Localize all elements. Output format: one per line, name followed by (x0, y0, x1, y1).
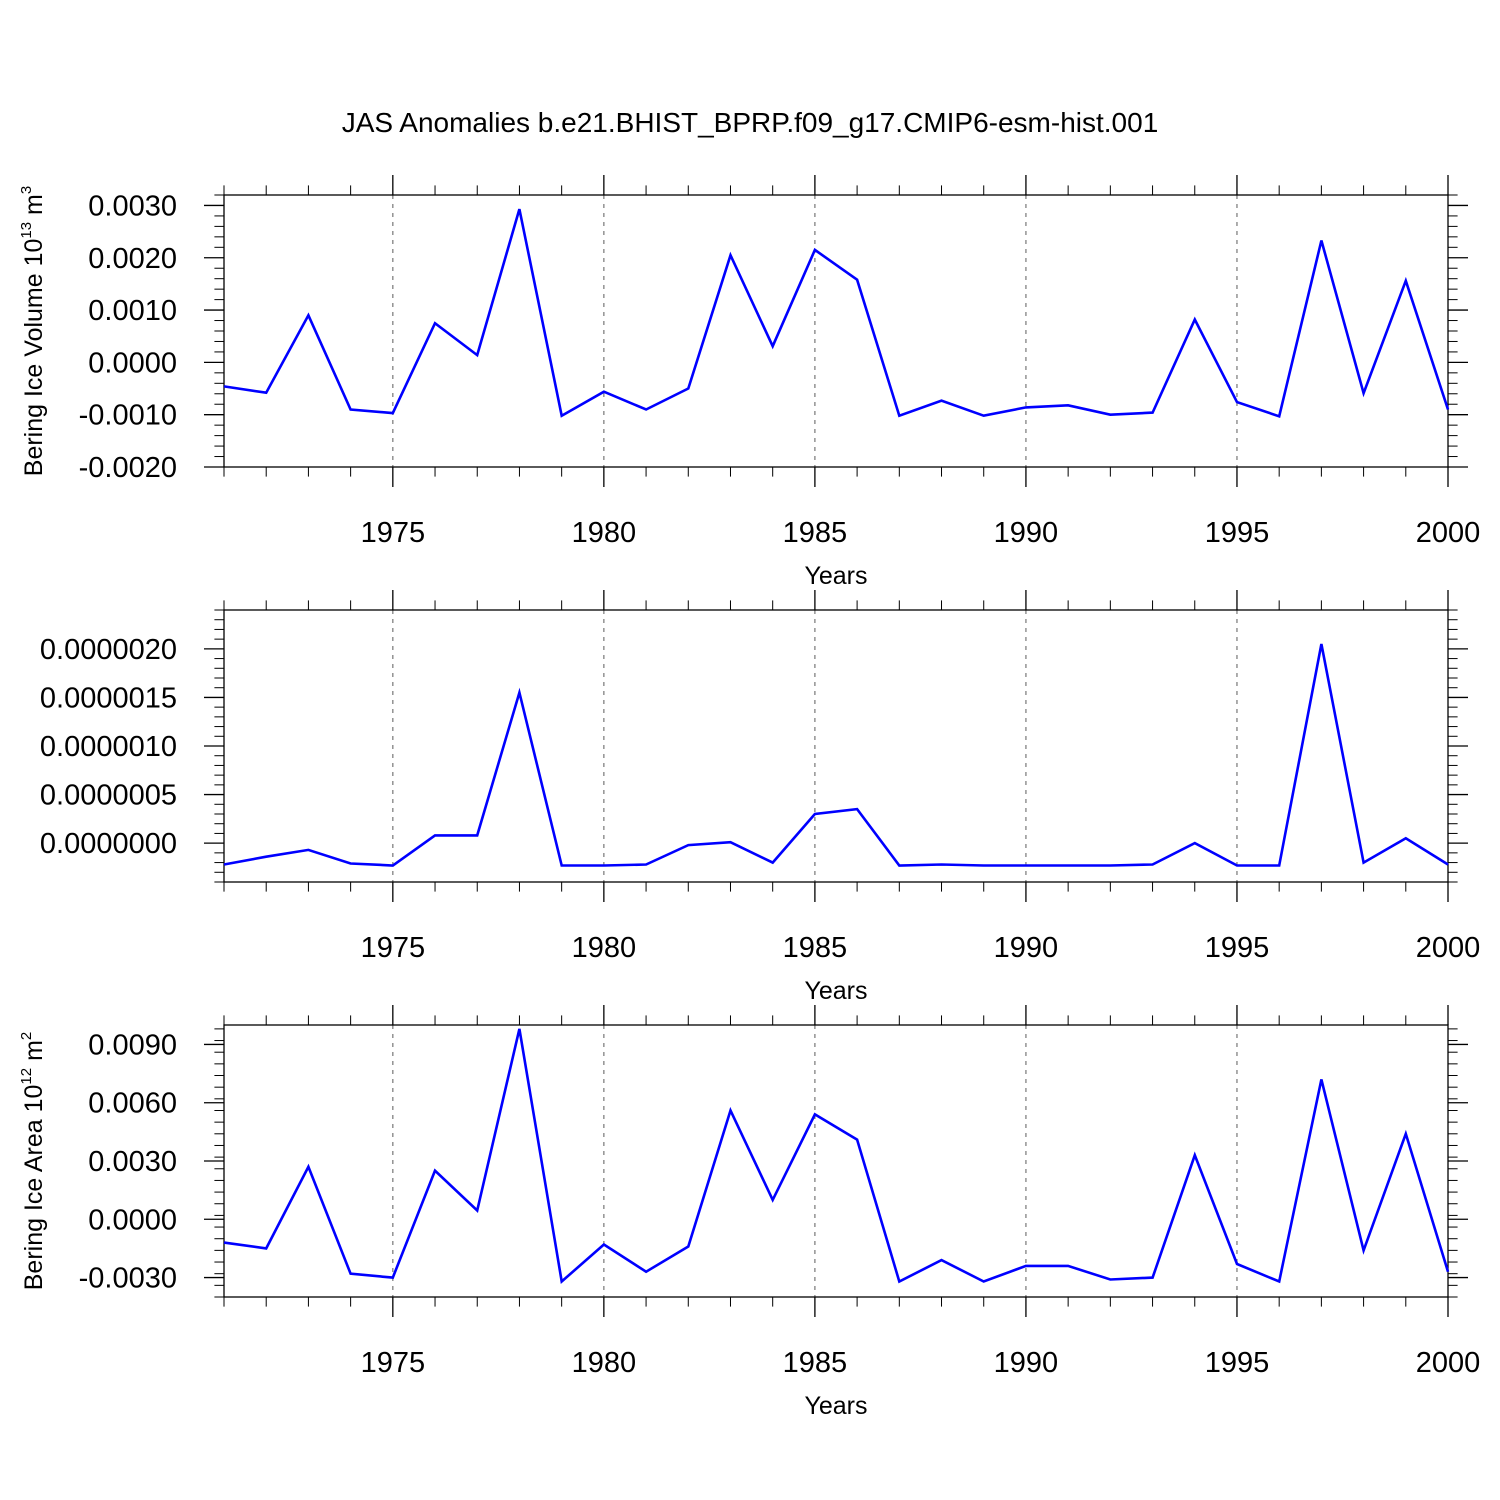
y-axis-label: Bering Ice Area 1012 m2 (18, 1032, 48, 1291)
x-tick-label: 1995 (1205, 932, 1270, 964)
series-line (223, 1028, 1450, 1285)
chart-panel-3: -0.0030 0.0000 0.0030 0.0060 0.0090 1975 1980 1… (18, 1005, 1480, 1420)
y-axis-label: Bering Ice Volume 1013 m3 (18, 186, 48, 476)
y-tick-label: -0.0030 (79, 1263, 177, 1295)
y-tick-label: 0.0000020 (40, 634, 177, 666)
x-tick-label: 1985 (783, 1347, 848, 1379)
x-tick-label: 2000 (1416, 517, 1481, 549)
y-tick-label: 0.0000005 (40, 780, 177, 812)
x-tick-label: 2000 (1416, 932, 1481, 964)
x-tick-label: 1990 (994, 1347, 1059, 1379)
y-tick-label: 0.0000015 (40, 682, 177, 714)
series-line (223, 208, 1450, 418)
plot-frame (223, 1024, 1449, 1298)
y-tick-label: 0.0030 (88, 1146, 177, 1178)
x-tick-label: 1975 (361, 932, 426, 964)
x-tick-label: 2000 (1416, 1347, 1481, 1379)
x-tick-label: 1980 (572, 517, 637, 549)
y-tick-label: 0.0000 (88, 1204, 177, 1236)
y-axis-label-superscript: 2 (18, 1032, 35, 1040)
y-tick-label: 0.0030 (88, 190, 177, 222)
chart-title: JAS Anomalies b.e21.BHIST_BPRP.f09_g17.C… (342, 107, 1159, 138)
y-tick-label: 0.0060 (88, 1088, 177, 1120)
chart-panel-1: -0.0020 -0.0010 0.0000 0.0010 0.0020 0.0030 19… (18, 175, 1480, 590)
y-tick-label: 0.0000 (88, 347, 177, 379)
y-tick-label: 0.0000010 (40, 731, 177, 763)
plot-frame (223, 194, 1449, 468)
x-tick-label: 1995 (1205, 517, 1270, 549)
y-tick-label: 0.0020 (88, 243, 177, 275)
x-tick-label: 1975 (361, 517, 426, 549)
y-axis-label-part: Bering Ice Volume 10 (20, 239, 48, 477)
y-axis-label-part: m (20, 194, 48, 222)
chart-panel-2: 0.0000000 0.0000005 0.0000010 0.0000015 0.00… (40, 590, 1480, 1005)
y-axis-label-superscript: 13 (18, 222, 35, 239)
y-tick-label: 0.0090 (88, 1029, 177, 1061)
x-tick-label: 1985 (783, 517, 848, 549)
x-axis-label: Years (804, 977, 867, 1005)
plot-frame (223, 609, 1449, 883)
x-axis-label: Years (804, 1392, 867, 1420)
y-axis-label-part: m (20, 1040, 48, 1068)
y-tick-label: 0.0000000 (40, 828, 177, 860)
y-axis-label-superscript: 3 (18, 186, 35, 194)
y-axis-label-part: Bering Ice Area 10 (20, 1085, 48, 1291)
y-axis-label-superscript: 12 (18, 1068, 35, 1085)
y-tick-label: -0.0010 (79, 400, 177, 432)
y-tick-label: -0.0020 (79, 452, 177, 484)
x-tick-label: 1980 (572, 932, 637, 964)
x-tick-label: 1980 (572, 1347, 637, 1379)
x-tick-label: 1995 (1205, 1347, 1270, 1379)
series-line (223, 643, 1449, 867)
x-tick-label: 1985 (783, 932, 848, 964)
x-axis-label: Years (804, 562, 867, 590)
x-tick-label: 1990 (994, 932, 1059, 964)
x-tick-label: 1975 (361, 1347, 426, 1379)
y-tick-label: 0.0010 (88, 295, 177, 327)
x-tick-label: 1990 (994, 517, 1059, 549)
